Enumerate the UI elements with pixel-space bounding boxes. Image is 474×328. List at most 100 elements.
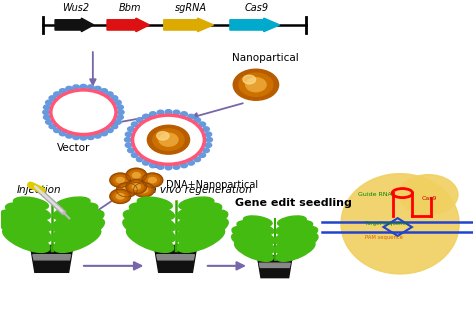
Circle shape [54, 92, 60, 96]
Circle shape [148, 177, 156, 183]
Circle shape [239, 73, 273, 96]
Circle shape [146, 175, 159, 185]
Circle shape [115, 120, 121, 124]
Circle shape [107, 128, 113, 133]
Text: Cas9: Cas9 [245, 3, 269, 12]
Ellipse shape [177, 203, 222, 220]
Circle shape [181, 112, 187, 116]
Circle shape [199, 122, 206, 127]
Circle shape [147, 125, 190, 154]
Circle shape [142, 173, 163, 187]
Circle shape [203, 148, 210, 153]
Circle shape [128, 127, 134, 131]
Ellipse shape [275, 233, 318, 254]
Circle shape [132, 173, 140, 178]
Polygon shape [258, 258, 292, 278]
Circle shape [53, 91, 114, 133]
Circle shape [115, 100, 121, 105]
Ellipse shape [232, 226, 275, 245]
Circle shape [111, 96, 118, 100]
Ellipse shape [341, 174, 459, 274]
Ellipse shape [179, 197, 214, 210]
Circle shape [134, 183, 155, 197]
Circle shape [188, 161, 194, 165]
Ellipse shape [178, 227, 225, 253]
Ellipse shape [232, 233, 274, 254]
Circle shape [49, 124, 55, 129]
Circle shape [125, 137, 131, 142]
Circle shape [199, 153, 206, 157]
Text: In vivo regeneration: In vivo regeneration [147, 185, 252, 195]
Polygon shape [256, 256, 293, 260]
Polygon shape [31, 248, 73, 272]
Circle shape [126, 179, 147, 194]
Circle shape [143, 114, 149, 119]
Circle shape [206, 137, 212, 142]
Circle shape [205, 132, 212, 136]
Circle shape [150, 163, 156, 168]
Circle shape [173, 165, 180, 169]
Text: DNA+Nanopartical: DNA+Nanopartical [166, 180, 258, 190]
Ellipse shape [274, 226, 318, 245]
Ellipse shape [6, 203, 51, 220]
Circle shape [233, 69, 279, 100]
Circle shape [87, 85, 94, 90]
FancyArrow shape [55, 18, 94, 32]
Ellipse shape [0, 217, 52, 243]
Circle shape [188, 114, 194, 119]
Text: Injection: Injection [16, 185, 61, 195]
Ellipse shape [52, 217, 104, 243]
Circle shape [44, 115, 50, 119]
Circle shape [128, 148, 134, 153]
Ellipse shape [175, 210, 228, 232]
Circle shape [157, 132, 169, 140]
Circle shape [46, 120, 52, 124]
Ellipse shape [0, 210, 52, 232]
Circle shape [59, 89, 66, 93]
Circle shape [205, 143, 212, 147]
Circle shape [43, 110, 49, 114]
Circle shape [80, 135, 87, 140]
Circle shape [157, 110, 164, 115]
Circle shape [66, 133, 73, 138]
Ellipse shape [13, 197, 48, 210]
Circle shape [132, 184, 140, 189]
Circle shape [111, 124, 118, 129]
Circle shape [243, 75, 255, 84]
Circle shape [131, 153, 138, 157]
FancyArrow shape [164, 18, 213, 32]
Circle shape [44, 105, 50, 110]
Circle shape [181, 163, 187, 168]
Ellipse shape [237, 221, 274, 235]
Text: Nanopartical: Nanopartical [232, 53, 299, 63]
Circle shape [46, 100, 52, 105]
Circle shape [203, 127, 210, 131]
Ellipse shape [176, 217, 228, 243]
Ellipse shape [244, 216, 272, 227]
Circle shape [73, 135, 80, 139]
Polygon shape [155, 248, 196, 272]
Ellipse shape [123, 210, 176, 232]
Polygon shape [29, 245, 74, 251]
Circle shape [110, 189, 131, 203]
Circle shape [66, 86, 73, 91]
Circle shape [117, 115, 123, 119]
Text: Wus2: Wus2 [62, 3, 90, 12]
Circle shape [107, 92, 113, 96]
Circle shape [49, 96, 55, 100]
Circle shape [129, 171, 144, 180]
Circle shape [129, 182, 144, 192]
Circle shape [54, 128, 60, 133]
Circle shape [101, 89, 108, 93]
Circle shape [113, 175, 128, 185]
Circle shape [137, 185, 151, 195]
Circle shape [94, 86, 101, 91]
Circle shape [131, 122, 138, 127]
Text: Gene edit seedling: Gene edit seedling [235, 198, 352, 208]
Circle shape [135, 116, 202, 163]
Circle shape [165, 110, 172, 114]
Circle shape [113, 192, 128, 201]
Circle shape [125, 143, 132, 147]
Ellipse shape [3, 227, 50, 253]
Ellipse shape [52, 210, 104, 232]
